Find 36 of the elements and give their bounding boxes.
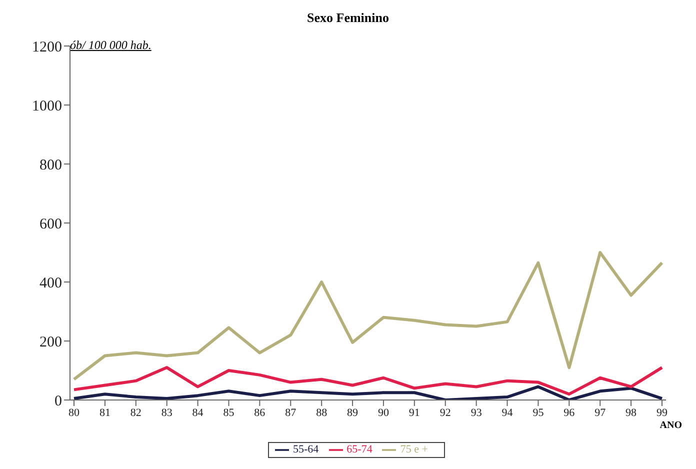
x-tick-label: 92 [440, 406, 451, 419]
legend-label: 55-64 [293, 444, 319, 456]
x-tick-label: 85 [223, 406, 235, 419]
y-tick-label: 200 [40, 334, 62, 350]
x-tick-label: 95 [532, 406, 544, 419]
y-tick-label: 1200 [32, 39, 62, 56]
line-series [72, 385, 664, 400]
x-tick-label: 90 [378, 406, 390, 419]
y-tick-label: 1000 [32, 98, 62, 114]
legend-label: 65-74 [346, 444, 372, 456]
x-tick-label: 93 [470, 406, 482, 419]
x-tick-label: 98 [626, 406, 638, 419]
y-axis-title: ób/ 100 000 hab. [70, 38, 152, 53]
x-tick-label: 83 [161, 406, 173, 419]
y-tick-label: 0 [54, 393, 62, 410]
x-tick-label: 96 [564, 406, 576, 419]
x-tick-label: 86 [254, 406, 266, 419]
y-tick-label: 600 [40, 216, 62, 232]
x-tick-label: 84 [192, 406, 204, 419]
y-tick-label: 800 [40, 157, 62, 174]
line-series [72, 251, 664, 381]
x-tick-label: 81 [99, 406, 110, 419]
x-tick-label: 91 [408, 406, 420, 419]
x-axis-title: ANO [660, 420, 682, 431]
x-tick-label: 94 [502, 406, 514, 419]
x-tick-label: 80 [68, 406, 80, 419]
x-tick-label: 99 [656, 406, 668, 419]
legend-label: 75 e + [400, 444, 428, 456]
x-tick-label: 89 [347, 406, 359, 419]
y-tick-label: 400 [40, 275, 62, 292]
x-tick-label: 87 [285, 406, 297, 419]
x-tick-label: 88 [316, 406, 328, 419]
x-tick-label: 97 [594, 406, 606, 419]
chart-title: Sexo Feminino [306, 10, 390, 26]
line-series [72, 366, 664, 396]
x-tick-label: 82 [130, 406, 142, 419]
